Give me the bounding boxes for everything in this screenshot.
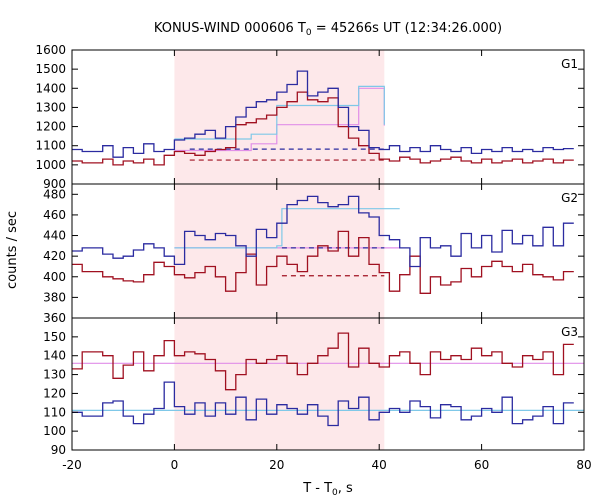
panel-label-g3: G3 [561,325,578,339]
y-tick-label: 1100 [35,139,66,153]
series-layer [72,70,584,427]
fit-line-blue-g2 [174,208,400,249]
y-tick-label: 90 [51,443,66,457]
panel-g3 [72,332,584,427]
y-tick-label: 1500 [35,62,66,76]
x-tick-label: 20 [269,458,284,472]
series-red-g3 [72,332,574,391]
y-tick-label: 900 [43,177,66,191]
chart-title-main: KONUS-WIND 000606 T [154,21,306,36]
y-tick-label: 1600 [35,43,66,57]
series-red-g1 [72,91,574,166]
y-tick-label: 1200 [35,120,66,134]
y-tick-label: 100 [43,424,66,438]
y-tick-label: 150 [43,330,66,344]
y-tick-label: 130 [43,368,66,382]
shade-layer [174,50,385,450]
y-tick-label: 440 [43,229,66,243]
x-axis-label-sub: 0 [332,488,338,498]
y-tick-label: 360 [43,311,66,325]
panel-frame-g3 [71,317,585,451]
fit-line-blue-g1 [174,85,385,140]
y-tick-label: 420 [43,249,66,263]
x-axis-label: T - T0, s [302,481,353,498]
panel-g2 [72,195,574,294]
y-tick-label: 140 [43,349,66,363]
y-tick-label: 1300 [35,100,66,114]
panel-label-g2: G2 [561,191,578,205]
y-axis-label: counts / sec [5,211,20,289]
series-blue-g1 [72,70,574,158]
y-tick-label: 1400 [35,81,66,95]
x-tick-label: 0 [171,458,179,472]
panel-g1 [72,70,574,166]
shaded-interval [174,50,385,450]
y-tick-label: 460 [43,208,66,222]
y-tick-label: 110 [43,405,66,419]
panel-label-g1: G1 [561,57,578,71]
x-axis-label-main: T - T [302,481,332,496]
x-tick-label: 40 [372,458,387,472]
chart-title-rest: = 45266s UT (12:34:26.000) [312,21,502,36]
y-tick-label: 380 [43,290,66,304]
y-tick-label: 1000 [35,158,66,172]
chart-title-sub: 0 [306,28,312,38]
series-blue-g3 [72,381,574,427]
y-tick-label: 120 [43,386,66,400]
y-tick-label: 400 [43,270,66,284]
x-tick-label: 80 [576,458,591,472]
series-blue-g2 [72,195,574,268]
x-tick-label: 60 [474,458,489,472]
series-red-g2 [72,230,574,294]
y-tick-label: 480 [43,187,66,201]
chart-title: KONUS-WIND 000606 T0 = 45266s UT (12:34:… [154,21,502,38]
x-axis-label-rest: , s [338,481,353,496]
axes-layer [71,49,585,451]
x-tick-label: -20 [62,458,82,472]
labels-layer: 9001000110012001300140015001600G13603804… [35,43,591,472]
